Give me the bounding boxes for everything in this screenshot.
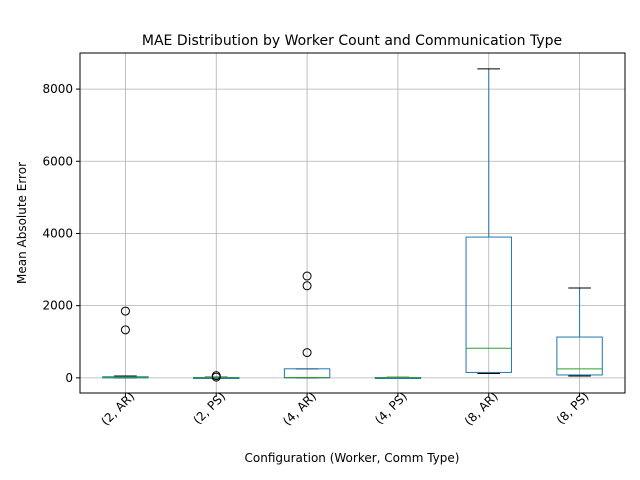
chart-title: MAE Distribution by Worker Count and Com… bbox=[142, 33, 562, 49]
y-tick-label: 6000 bbox=[42, 154, 73, 168]
x-tick-label: (8, AR) bbox=[462, 389, 501, 428]
iqr-box bbox=[556, 336, 603, 376]
box-group bbox=[193, 371, 240, 382]
x-tick-label: (4, AR) bbox=[280, 389, 319, 428]
x-tick-label: (2, AR) bbox=[98, 389, 137, 428]
x-axis-label: Configuration (Worker, Comm Type) bbox=[245, 451, 460, 465]
box-group bbox=[102, 306, 149, 379]
box-group bbox=[283, 271, 331, 379]
outlier-point bbox=[120, 325, 130, 335]
y-tick-label: 8000 bbox=[42, 82, 73, 96]
x-tick-label: (4, PS) bbox=[372, 389, 410, 427]
y-tick-label: 2000 bbox=[42, 299, 73, 313]
iqr-box bbox=[465, 236, 512, 373]
y-tick-label: 0 bbox=[65, 371, 73, 385]
box-group bbox=[465, 68, 512, 375]
grid-layer bbox=[80, 53, 625, 393]
box-layer bbox=[102, 68, 603, 382]
box-group bbox=[374, 376, 422, 379]
outlier-point bbox=[302, 348, 312, 358]
y-axis-label: Mean Absolute Error bbox=[15, 162, 29, 284]
outlier-point bbox=[302, 271, 312, 281]
plot-frame bbox=[79, 52, 626, 394]
outlier-point bbox=[211, 371, 221, 381]
x-tick-label: (8, PS) bbox=[554, 389, 592, 427]
outlier-point bbox=[120, 306, 130, 316]
outlier-point bbox=[302, 281, 312, 291]
box-group bbox=[556, 287, 603, 377]
x-tick-label: (2, PS) bbox=[190, 389, 228, 427]
y-tick-label: 4000 bbox=[42, 226, 73, 240]
